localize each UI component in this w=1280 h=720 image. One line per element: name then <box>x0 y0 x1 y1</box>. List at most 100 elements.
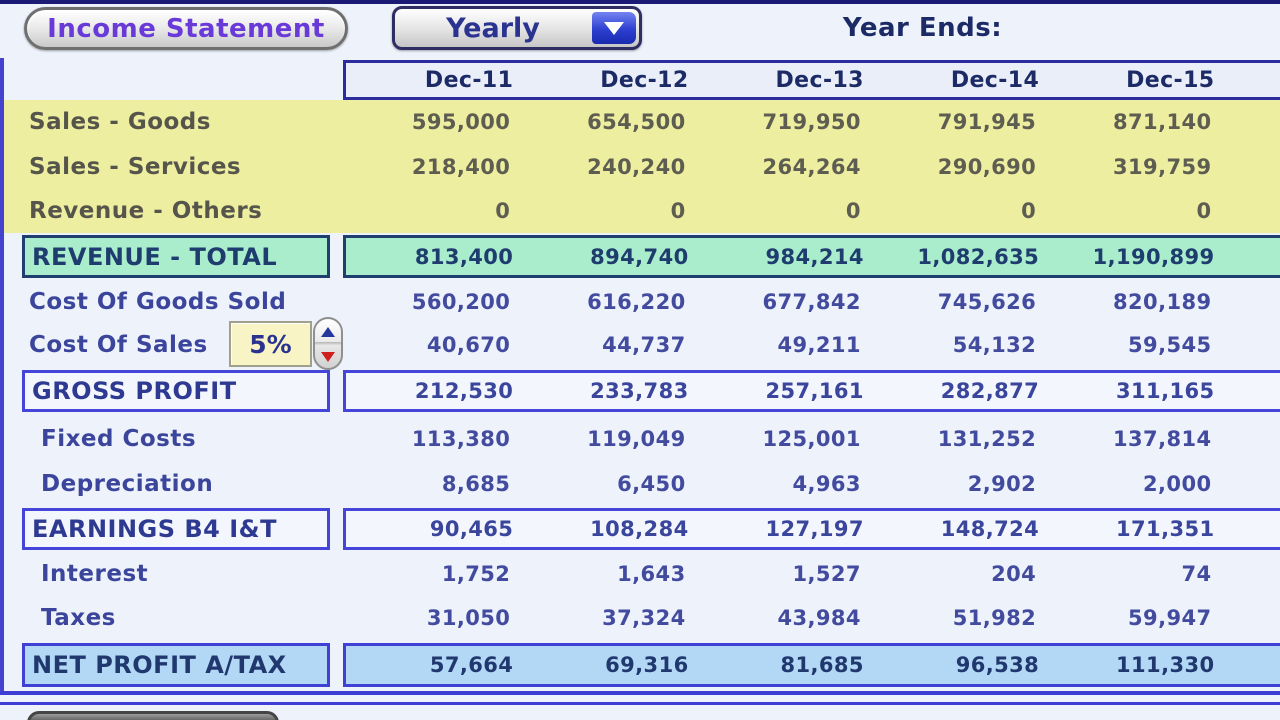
period-dropdown[interactable]: Yearly <box>392 6 642 50</box>
row-values: 90,465 108,284 127,197 148,724 171,351 <box>346 511 1280 547</box>
value-cell: 233,783 <box>590 379 689 403</box>
column-header: Dec-12 <box>600 67 689 93</box>
row-label: EARNINGS B4 I&T <box>22 508 330 550</box>
value-cell: 148,724 <box>940 517 1040 541</box>
value-cell: 54,132 <box>952 333 1037 357</box>
value-cell[interactable]: 218,400 <box>411 154 511 179</box>
value-cell[interactable]: 0 <box>670 199 686 223</box>
row-label: Depreciation <box>41 470 214 497</box>
panel-left-border <box>0 58 4 694</box>
value-cell[interactable]: 0 <box>1196 199 1212 223</box>
row-label: Cost Of Sales <box>29 332 208 358</box>
value-cell: 2,000 <box>1143 471 1212 496</box>
row-earnings-b4-it: EARNINGS B4 I&T 90,465 108,284 127,197 148,… <box>0 508 1280 550</box>
value-cell[interactable]: 0 <box>495 199 511 223</box>
column-header: Dec-13 <box>775 67 864 93</box>
row-values: 57,664 69,316 81,685 96,538 111,330 <box>346 646 1280 684</box>
value-cell[interactable]: 290,690 <box>937 154 1037 179</box>
value-cell: 96,538 <box>955 653 1040 677</box>
panel-bottom-border <box>0 691 1280 695</box>
row-values: 595,000 654,500 719,950 791,945 871,140 <box>343 100 1280 144</box>
dropdown-arrow-button[interactable] <box>592 12 636 44</box>
value-cell: 111,330 <box>1116 653 1215 677</box>
row-fixed-costs: Fixed Costs 113,380 119,049 125,001 131,252… <box>0 416 1280 461</box>
row-values: 113,380 119,049 125,001 131,252 137,814 <box>343 416 1280 461</box>
row-label: Revenue - Others <box>29 198 263 224</box>
value-cell[interactable]: 595,000 <box>411 110 511 134</box>
value-cell: 257,161 <box>765 379 864 403</box>
value-cell: 1,082,635 <box>917 244 1040 269</box>
column-header: Dec-14 <box>950 67 1040 93</box>
row-values: 40,670 44,737 49,211 54,132 59,545 <box>343 323 1280 367</box>
value-cell: 171,351 <box>1116 517 1215 541</box>
row-depreciation: Depreciation 8,685 6,450 4,963 2,902 2,000 <box>0 461 1280 506</box>
value-cell: 311,165 <box>1116 379 1215 403</box>
value-cell[interactable]: 0 <box>845 199 861 223</box>
value-cell[interactable]: 319,759 <box>1113 154 1212 179</box>
value-cell: 43,984 <box>777 606 861 630</box>
row-label: REVENUE - TOTAL <box>22 235 330 278</box>
value-cell: 204 <box>991 562 1037 586</box>
cost-of-sales-rate-input[interactable]: 5% <box>229 321 312 367</box>
value-cell[interactable]: 719,950 <box>762 110 861 134</box>
value-cell: 40,670 <box>426 333 511 357</box>
value-cell: 125,001 <box>762 426 861 451</box>
row-values: 31,050 37,324 43,984 51,982 59,947 <box>343 596 1280 640</box>
next-section-button[interactable] <box>27 711 279 720</box>
value-cell: 212,530 <box>414 379 514 403</box>
value-cell[interactable]: 654,500 <box>587 110 686 134</box>
value-cell: 113,380 <box>411 426 511 451</box>
value-cell[interactable]: 264,264 <box>762 154 861 179</box>
rate-spinner <box>313 317 343 370</box>
column-header: Dec-11 <box>424 67 514 93</box>
row-label: Sales - Services <box>29 153 242 180</box>
row-label: Fixed Costs <box>41 425 197 452</box>
value-cell: 137,814 <box>1113 426 1212 451</box>
row-label: GROSS PROFIT <box>22 370 330 412</box>
row-label: Sales - Goods <box>29 109 211 135</box>
row-cost-of-sales: Cost Of Sales 40,670 44,737 49,211 54,132 59… <box>0 323 1280 367</box>
value-cell: 108,284 <box>590 517 689 541</box>
value-cell: 820,189 <box>1113 289 1212 314</box>
spinner-up-icon[interactable] <box>321 327 335 337</box>
value-cell[interactable]: 0 <box>1021 199 1037 223</box>
value-cell: 127,197 <box>765 517 864 541</box>
row-revenue-total: REVENUE - TOTAL 813,400 894,740 984,214 1,0… <box>0 235 1280 278</box>
income-statement-button[interactable]: Income Statement <box>24 7 348 50</box>
spinner-down-icon[interactable] <box>321 352 335 362</box>
value-cell: 4,963 <box>792 471 861 496</box>
column-headers: Dec-11 Dec-12 Dec-13 Dec-14 Dec-15 <box>346 63 1280 97</box>
row-values: 560,200 616,220 677,842 745,626 820,189 <box>343 280 1280 323</box>
row-label: Cost Of Goods Sold <box>29 288 287 315</box>
row-values: 1,752 1,643 1,527 204 74 <box>343 552 1280 596</box>
value-cell[interactable]: 240,240 <box>587 154 686 179</box>
row-values-box: 212,530 233,783 257,161 282,877 311,165 <box>343 370 1280 412</box>
value-cell: 745,626 <box>937 289 1037 314</box>
value-cell: 6,450 <box>617 471 686 496</box>
row-gross-profit: GROSS PROFIT 212,530 233,783 257,161 282,87… <box>0 370 1280 412</box>
value-cell: 81,685 <box>780 653 864 677</box>
next-panel-top <box>0 702 1280 720</box>
chevron-down-icon <box>604 21 624 35</box>
value-cell: 616,220 <box>587 289 686 314</box>
value-cell: 31,050 <box>426 606 511 630</box>
value-cell: 560,200 <box>411 289 511 314</box>
value-cell: 282,877 <box>940 379 1040 403</box>
column-header-row: Dec-11 Dec-12 Dec-13 Dec-14 Dec-15 <box>343 60 1280 100</box>
value-cell: 2,902 <box>967 471 1037 496</box>
row-values-box: 90,465 108,284 127,197 148,724 171,351 <box>343 508 1280 550</box>
value-cell: 131,252 <box>937 426 1037 451</box>
value-cell[interactable]: 791,945 <box>937 110 1037 134</box>
value-cell: 1,190,899 <box>1092 244 1215 269</box>
row-values: 0 0 0 0 0 <box>343 189 1280 233</box>
row-values: 813,400 894,740 984,214 1,082,635 1,190,899 <box>346 238 1280 275</box>
value-cell: 69,316 <box>605 653 689 677</box>
row-net-profit-atax: NET PROFIT A/TAX 57,664 69,316 81,685 96,53… <box>0 643 1280 687</box>
row-interest: Interest 1,752 1,643 1,527 204 74 <box>0 552 1280 596</box>
year-ends-label: Year Ends: <box>842 13 1003 43</box>
row-cost-of-goods-sold: Cost Of Goods Sold 560,200 616,220 677,842… <box>0 280 1280 323</box>
income-statement-button-label: Income Statement <box>47 13 325 44</box>
value-cell: 49,211 <box>777 333 861 357</box>
value-cell[interactable]: 871,140 <box>1113 110 1212 134</box>
